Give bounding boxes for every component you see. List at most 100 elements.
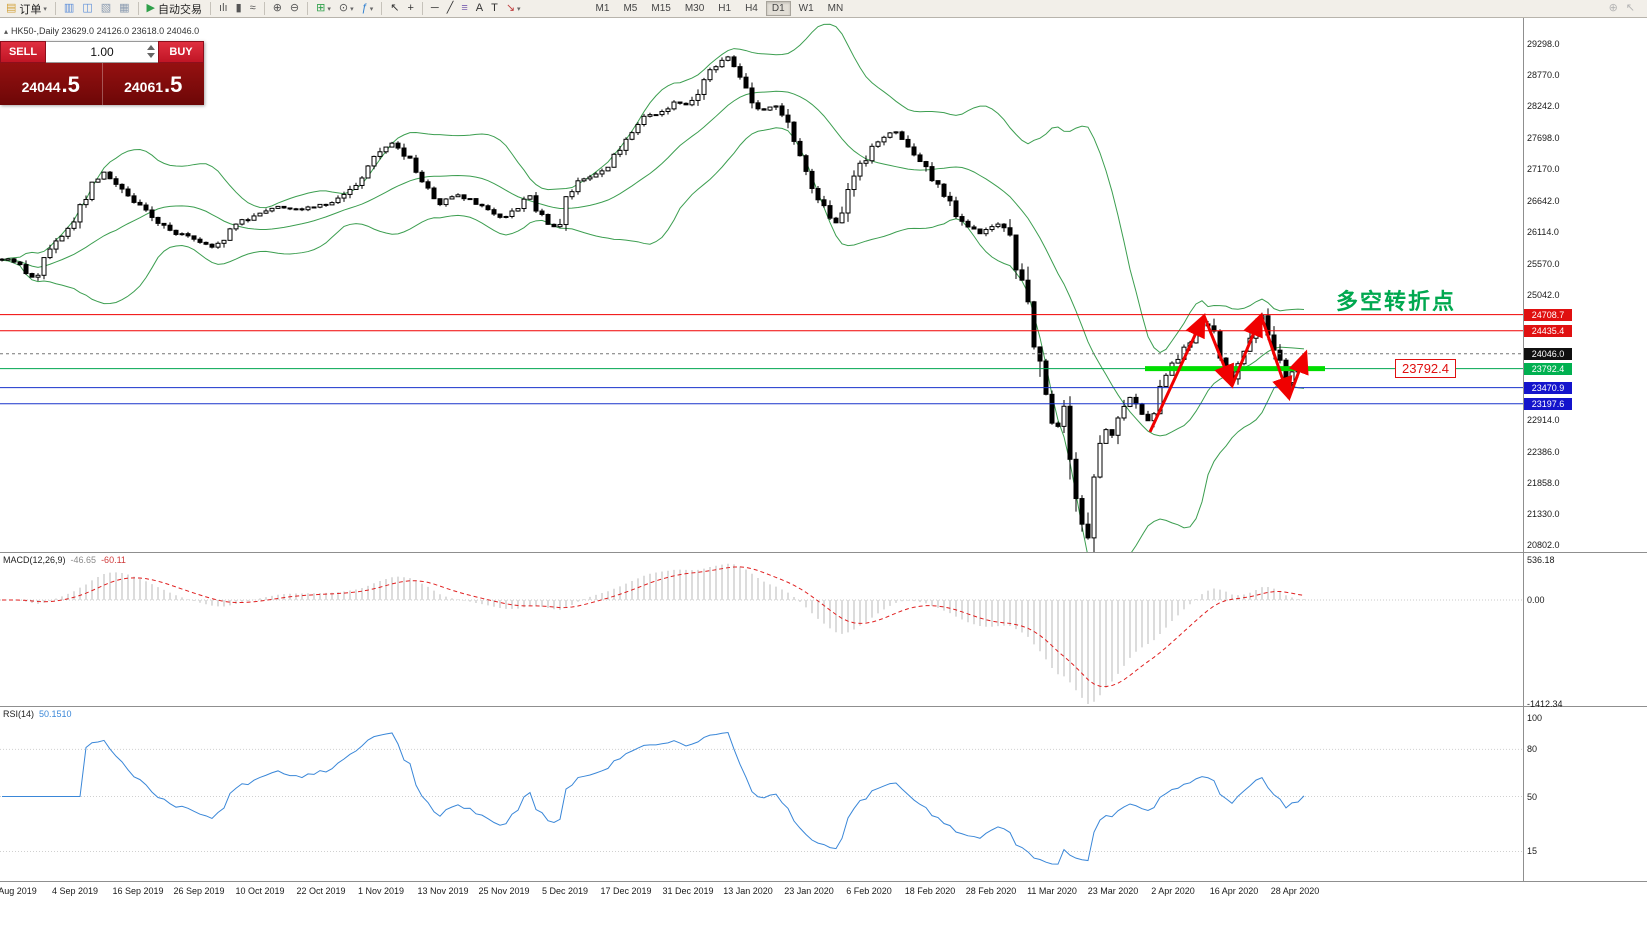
fibonacci-icon[interactable]: ≡ bbox=[461, 2, 468, 14]
symbol-info: ▴ HK50-,Daily 23629.0 24126.0 23618.0 240… bbox=[4, 26, 199, 36]
date-label: 4 Sep 2019 bbox=[51, 886, 99, 896]
market-watch-icon[interactable]: ▥ bbox=[63, 2, 75, 14]
symbol-marker-icon: ▴ bbox=[4, 27, 9, 36]
zigzag-arrow-1[interactable] bbox=[1148, 313, 1206, 433]
bollinger-middle-band bbox=[1, 90, 1305, 437]
spin-down-icon[interactable] bbox=[147, 53, 155, 58]
zoom-out-icon[interactable]: ⊖ bbox=[289, 2, 300, 14]
toolbar-buttons: ▤ 订单 ▾ ▥ ◫ ▧ ▦ ▶ 自动交易 ılı ▮ ≈ ⊕ ⊖ ⊞ ▾ ⊙ ▾ ƒ ▾ ↖ + ─ ╱ ≡ A T ↘ ▾ bbox=[0, 0, 525, 17]
toolbar-separator bbox=[137, 2, 139, 15]
indicators-icon[interactable]: ƒ ▾ bbox=[361, 2, 374, 14]
date-label: 11 Mar 2020 bbox=[1027, 886, 1077, 896]
macd-panel[interactable] bbox=[0, 553, 1647, 706]
new-chart-icon[interactable]: ⊞ ▾ bbox=[316, 2, 331, 14]
horizontal-line-icon[interactable]: ─ bbox=[430, 2, 439, 14]
trendline-icon[interactable]: ╱ bbox=[446, 2, 454, 14]
rsi-name: RSI(14) bbox=[3, 709, 35, 719]
buy-price-main: 24061 bbox=[124, 79, 164, 95]
date-label: 10 Oct 2019 bbox=[235, 886, 285, 896]
timeframe-MN[interactable]: MN bbox=[827, 3, 844, 14]
price-tick: 22386.0 bbox=[1527, 446, 1560, 457]
zigzag-arrow-3[interactable] bbox=[1230, 312, 1263, 387]
date-label: 18 Feb 2020 bbox=[904, 886, 956, 896]
macd-scale-label: 0.00 bbox=[1527, 595, 1545, 605]
date-label: 16 Apr 2020 bbox=[1209, 886, 1259, 896]
rsi-panel[interactable] bbox=[0, 707, 1647, 881]
date-label: 28 Apr 2020 bbox=[1270, 886, 1320, 896]
support-price-label: 23792.4 bbox=[1395, 359, 1456, 378]
toolbar-separator bbox=[263, 2, 265, 15]
text-icon[interactable]: A bbox=[475, 2, 484, 14]
terminal-icon[interactable]: ▦ bbox=[119, 2, 130, 14]
navigator-icon[interactable]: ▧ bbox=[100, 2, 112, 14]
price-tick: 21858.0 bbox=[1527, 477, 1560, 488]
toolbar-separator bbox=[381, 2, 383, 15]
turning-point-annotation: 多空转折点 bbox=[1336, 289, 1457, 314]
panel-divider[interactable] bbox=[0, 552, 1647, 553]
zoom-in-icon[interactable]: ⊕ bbox=[272, 2, 282, 14]
date-label: 13 Nov 2019 bbox=[417, 886, 469, 896]
arrow-objects-icon[interactable]: ↘ ▾ bbox=[505, 2, 521, 14]
autotrading-icon[interactable]: ▶ 自动交易 bbox=[146, 2, 203, 16]
period-icon[interactable]: ⊙ ▾ bbox=[338, 2, 354, 14]
date-label: 5 Dec 2019 bbox=[541, 886, 589, 896]
main-chart-canvas[interactable] bbox=[0, 18, 1647, 552]
text-label-icon[interactable]: T bbox=[491, 2, 498, 14]
new-order-icon[interactable]: ▤ 订单 ▾ bbox=[6, 2, 47, 16]
date-label: 25 Nov 2019 bbox=[478, 886, 530, 896]
toolbar-separator bbox=[210, 2, 212, 15]
price-tag-24435.4: 24435.4 bbox=[1524, 324, 1572, 337]
quick-search-icon[interactable]: ⊕ bbox=[1608, 2, 1618, 14]
price-tag-24046.0: 24046.0 bbox=[1524, 347, 1572, 360]
buy-price-frac: .5 bbox=[164, 72, 183, 97]
price-tick: 29298.0 bbox=[1527, 39, 1560, 49]
timeframe-toolbar: M1 M5 M15 M30 H1 H4 D1 W1 MN bbox=[589, 1, 851, 16]
bar-chart-icon[interactable]: ılı bbox=[219, 2, 228, 14]
data-window-icon[interactable]: ◫ bbox=[82, 2, 93, 14]
sell-price[interactable]: 24044.5 bbox=[0, 63, 102, 105]
date-label: 22 Oct 2019 bbox=[296, 886, 346, 896]
bollinger-lower-band bbox=[1, 127, 1305, 552]
volume-field[interactable]: 1.00 bbox=[46, 41, 158, 63]
one-click-trading-panel: SELL 1.00 BUY 24044.5 24061.5 bbox=[0, 41, 204, 105]
date-label: 28 Feb 2020 bbox=[965, 886, 1017, 896]
price-tick: 28242.0 bbox=[1527, 101, 1560, 112]
volume-spinner[interactable] bbox=[147, 45, 155, 58]
candlestick-chart-icon[interactable]: ▮ bbox=[235, 2, 242, 14]
cursor-icon[interactable]: ↖ bbox=[390, 2, 400, 14]
zigzag-arrow-5[interactable] bbox=[1287, 349, 1309, 399]
timeframe-H4[interactable]: H4 bbox=[745, 3, 758, 14]
panel-divider[interactable] bbox=[0, 881, 1647, 882]
volume-value: 1.00 bbox=[90, 45, 114, 59]
date-label: 13 Jan 2020 bbox=[723, 886, 773, 896]
buy-price[interactable]: 24061.5 bbox=[101, 63, 205, 105]
date-label: 17 Dec 2019 bbox=[600, 886, 652, 896]
timeframe-M15[interactable]: M15 bbox=[651, 3, 671, 14]
timeframe-M30[interactable]: M30 bbox=[684, 3, 705, 14]
timeframe-D1[interactable]: D1 bbox=[765, 1, 791, 16]
zigzag-arrow-2[interactable] bbox=[1202, 315, 1234, 389]
date-label: 16 Sep 2019 bbox=[112, 886, 164, 896]
timeframe-M1[interactable]: M1 bbox=[595, 3, 610, 14]
price-tick: 26642.0 bbox=[1527, 195, 1560, 206]
price-tick: 26114.0 bbox=[1527, 226, 1559, 237]
line-chart-icon[interactable]: ≈ bbox=[249, 2, 256, 14]
rsi-value: 50.1510 bbox=[39, 709, 72, 719]
crosshair-icon[interactable]: + bbox=[407, 2, 414, 14]
price-tag-24708.7: 24708.7 bbox=[1524, 308, 1572, 321]
toolbar-separator bbox=[54, 2, 56, 15]
sell-button[interactable]: SELL bbox=[0, 41, 46, 63]
date-label: 1 Nov 2019 bbox=[357, 886, 405, 896]
toolbar: ▤ 订单 ▾ ▥ ◫ ▧ ▦ ▶ 自动交易 ılı ▮ ≈ ⊕ ⊖ ⊞ ▾ ⊙ ▾ ƒ ▾ ↖ + ─ ╱ ≡ A T ↘ ▾ M1 M5… bbox=[0, 0, 1647, 18]
timeframe-H1[interactable]: H1 bbox=[718, 3, 732, 14]
timeframe-M5[interactable]: M5 bbox=[623, 3, 638, 14]
spin-up-icon[interactable] bbox=[147, 45, 155, 50]
zigzag-arrow-4[interactable] bbox=[1259, 314, 1293, 402]
macd-name: MACD(12,26,9) bbox=[3, 555, 66, 565]
pointer-icon[interactable]: ↖ bbox=[1625, 2, 1635, 14]
panel-divider[interactable] bbox=[0, 706, 1647, 707]
rsi-indicator-label: RSI(14) 50.1510 bbox=[3, 709, 72, 719]
buy-button[interactable]: BUY bbox=[158, 41, 204, 63]
price-axis-line bbox=[1523, 18, 1524, 881]
timeframe-W1[interactable]: W1 bbox=[798, 3, 814, 14]
